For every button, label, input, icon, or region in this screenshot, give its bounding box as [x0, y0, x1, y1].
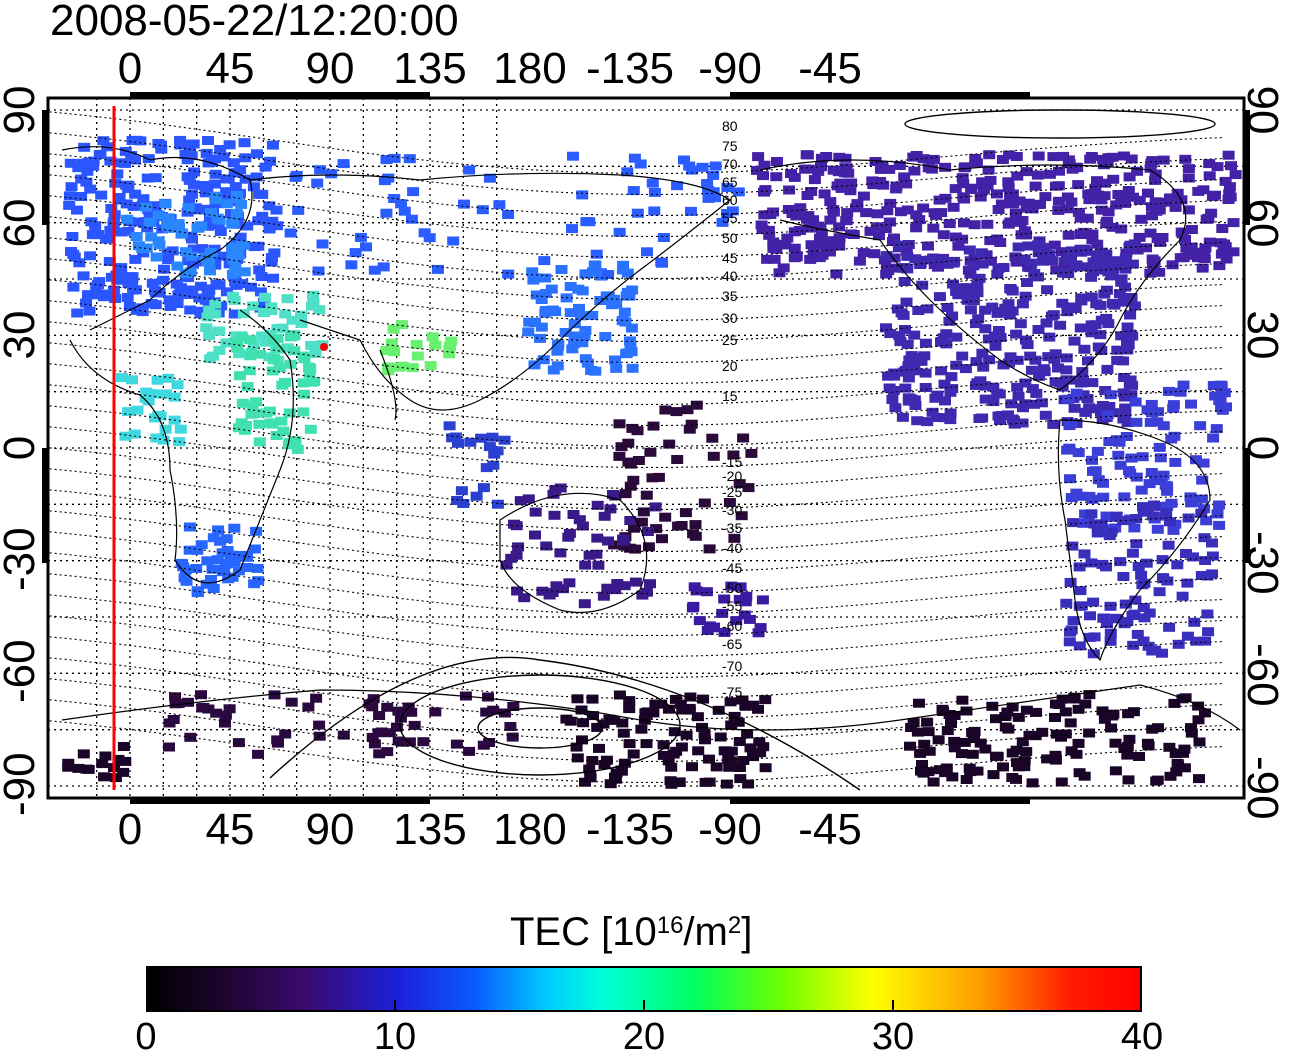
x-tick-label-top: -45 — [798, 44, 862, 93]
contour-label: 25 — [722, 332, 738, 348]
x-tick-label-top: 0 — [117, 44, 143, 93]
contour-label: -65 — [722, 636, 742, 652]
contour-label: -60 — [722, 618, 742, 634]
y-tick-label-right: 0 — [1238, 435, 1287, 461]
contour-label: 80 — [722, 118, 738, 134]
colorbar-title: TEC [1016/m2] — [510, 910, 753, 954]
colorbar-tick-label: 10 — [373, 1016, 417, 1058]
y-tick-label-left: -30 — [0, 527, 44, 591]
contour-label: 55 — [722, 210, 738, 226]
y-tick-label-left: 60 — [0, 198, 44, 248]
x-tick-label-top: 90 — [305, 44, 355, 93]
contour-label: -45 — [722, 560, 742, 576]
map-title: 2008-05-22/12:20:00 — [50, 0, 459, 45]
colorbar-tick-label: 30 — [871, 1016, 915, 1058]
x-tick-label-bottom: -135 — [585, 805, 675, 854]
x-tick-label-top: -90 — [698, 44, 762, 93]
contour-label: -35 — [722, 520, 742, 536]
y-tick-label-right: -90 — [1238, 756, 1287, 820]
colorbar-tick-mark — [394, 1000, 396, 1012]
x-tick-label-top: -135 — [585, 44, 675, 93]
y-tick-label-left: 30 — [0, 310, 44, 360]
contour-label: 50 — [722, 230, 738, 246]
colorbar-tick-mark — [643, 1000, 645, 1012]
contour-label: 70 — [722, 156, 738, 172]
frame-bars — [42, 92, 1250, 804]
colorbar-tick-label: 20 — [622, 1016, 666, 1058]
contour-label: 60 — [722, 192, 738, 208]
x-tick-label-bottom: 135 — [393, 805, 467, 854]
tec-cells — [62, 135, 1242, 789]
contour-label: -30 — [722, 502, 742, 518]
contour-label: -25 — [722, 484, 742, 500]
x-tick-label-bottom: 180 — [493, 805, 567, 854]
colorbar-tick-mark — [892, 1000, 894, 1012]
y-tick-label-right: -60 — [1238, 643, 1287, 707]
x-tick-label-top: 180 — [493, 44, 567, 93]
contour-label: 35 — [722, 288, 738, 304]
y-tick-label-right: -30 — [1238, 530, 1287, 595]
y-tick-label-right: 90 — [1238, 85, 1287, 135]
x-tick-label-bottom: 90 — [305, 805, 355, 854]
contour-labels: 80 75 70 65 60 55 50 45 40 35 30 25 20 15 -15-20-25 -30… — [722, 118, 742, 700]
contour-solid — [269, 109, 1216, 791]
x-tick-label-top: 45 — [205, 44, 255, 93]
y-tick-label-right: 30 — [1238, 310, 1287, 360]
contour-label: -70 — [722, 658, 742, 674]
contour-label: -55 — [722, 598, 742, 614]
contour-label: -40 — [722, 540, 742, 556]
x-tick-label-bottom: -90 — [698, 805, 762, 854]
contour-label: 75 — [722, 138, 738, 154]
magnetic-latitude-contours — [47, 111, 1225, 784]
colorbar-tick-label: 40 — [1120, 1016, 1164, 1058]
contour-label: -15 — [722, 454, 742, 470]
colorbar-tick-label: 0 — [135, 1016, 157, 1058]
tec-map: 80 75 70 65 60 55 50 45 40 35 30 25 20 15 -15-20-25 -30… — [42, 92, 1250, 804]
contour-label: 65 — [722, 174, 738, 190]
contour-label: 45 — [722, 250, 738, 266]
coastlines — [61, 146, 1241, 731]
y-tick-label-left: -90 — [0, 752, 44, 816]
x-tick-label-top: 135 — [393, 44, 467, 93]
marker-dot — [320, 343, 328, 351]
contour-label: 20 — [722, 358, 738, 374]
contour-label: -20 — [722, 468, 742, 484]
contour-label: 40 — [722, 268, 738, 284]
contour-label: 30 — [722, 310, 738, 326]
x-tick-label-bottom: 45 — [205, 805, 255, 854]
y-tick-label-right: 60 — [1238, 198, 1287, 248]
x-tick-label-bottom: -45 — [798, 805, 862, 854]
contour-label: 15 — [722, 388, 738, 404]
x-tick-label-bottom: 0 — [117, 805, 143, 854]
y-tick-label-left: 0 — [0, 418, 44, 478]
y-tick-label-left: 90 — [0, 85, 44, 135]
y-tick-label-left: -60 — [0, 639, 44, 704]
contour-label: -75 — [722, 684, 742, 700]
contour-label: -50 — [722, 580, 742, 596]
